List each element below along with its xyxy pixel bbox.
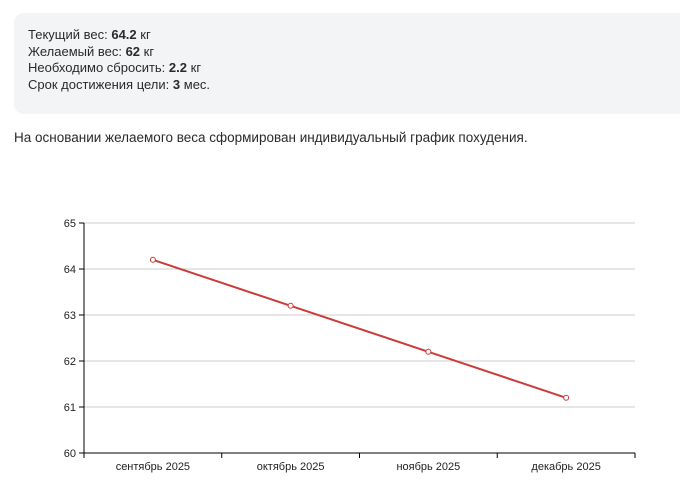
target-weight-label: Желаемый вес: [28,43,122,59]
deadline-unit: мес. [183,76,211,92]
target-weight-value: 62 [125,43,141,59]
y-tick-label: 63 [64,310,76,322]
weight-to-lose-line: Необходимо сбросить: 2.2 кг [28,60,680,77]
y-tick-label: 61 [64,402,76,414]
y-tick-label: 60 [64,448,76,460]
deadline-label: Срок достижения цели: [28,76,170,92]
current-weight-unit: кг [140,27,151,42]
y-tick-label: 65 [64,218,76,230]
x-tick-label: сентябрь 2025 [116,461,190,473]
y-tick-label: 62 [64,356,76,368]
x-tick-label: ноябрь 2025 [396,461,460,473]
weight-data-point [425,348,432,355]
target-weight-unit: кг [143,43,155,59]
current-weight-line: Текущий вес: 64.2 кг [28,27,680,44]
weight-to-lose-label: Необходимо сбросить: [28,60,166,75]
plan-description: На основании желаемого веса сформирован … [14,130,528,145]
current-weight-label: Текущий вес: [28,27,108,42]
y-tick-label: 64 [64,264,76,276]
weight-series-line [152,258,567,399]
x-tick-label: декабрь 2025 [531,461,600,473]
weight-to-lose-unit: кг [190,60,202,75]
weight-data-point [149,256,156,263]
current-weight-value: 64.2 [111,27,137,42]
deadline-value: 3 [172,76,181,92]
target-weight-line: Желаемый вес: 62 кг [28,44,680,61]
x-tick-label: октябрь 2025 [257,461,325,473]
weight-data-point [563,394,570,401]
weight-data-point [287,302,294,309]
weight-summary-panel: Текущий вес: 64.2 кг Желаемый вес: 62 кг… [14,13,680,114]
deadline-line: Срок достижения цели: 3 мес. [28,77,680,94]
weight-to-lose-value: 2.2 [168,60,187,75]
